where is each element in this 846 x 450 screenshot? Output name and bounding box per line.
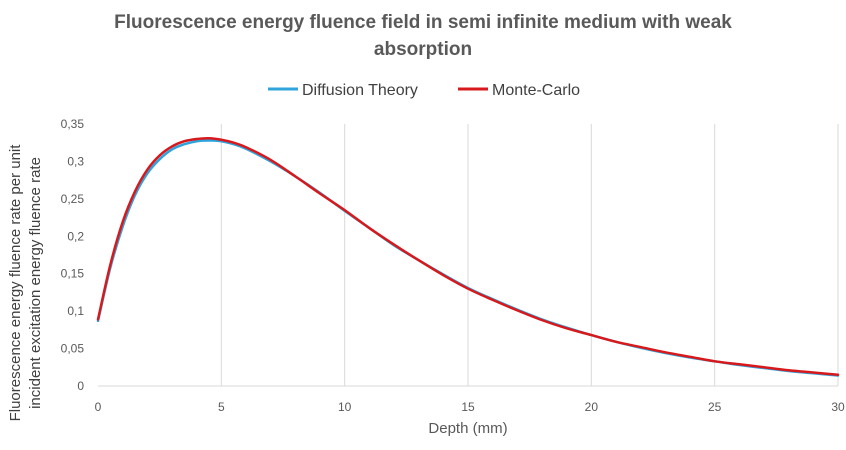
x-tick-label: 0: [95, 400, 102, 414]
chart-title-line-1: Fluorescence energy fluence field in sem…: [114, 12, 732, 33]
y-tick-label: 0,35: [61, 117, 85, 131]
y-tick-label: 0: [77, 379, 84, 393]
y-tick-label: 0,1: [67, 304, 84, 318]
series-line-monte-carlo: [96, 136, 840, 377]
y-tick-labels: 0 0,05 0,1 0,15 0,2 0,25 0,3 0,35: [61, 117, 85, 393]
y-axis-title-line-1: Fluorescence energy fluence rate per uni…: [7, 144, 24, 422]
y-tick-label: 0,05: [61, 342, 85, 356]
y-axis-title-line-2: incident excitation energy fluence rate: [27, 157, 44, 409]
x-tick-label: 20: [585, 400, 599, 414]
legend-label-monte-carlo: Monte-Carlo: [492, 82, 580, 99]
y-tick-label: 0,15: [61, 267, 85, 281]
x-tick-label: 15: [461, 400, 475, 414]
y-tick-label: 0,2: [67, 229, 84, 243]
gridlines: [220, 124, 839, 386]
y-tick-label: 0,25: [61, 192, 85, 206]
legend: Diffusion Theory Monte-Carlo: [268, 82, 580, 99]
y-tick-label: 0,3: [67, 154, 84, 168]
series-lines: [96, 136, 840, 377]
x-tick-labels: 0 5 10 15 20 25 30: [95, 400, 845, 414]
legend-label-diffusion-theory: Diffusion Theory: [302, 82, 418, 99]
x-tick-label: 10: [338, 400, 352, 414]
x-tick-label: 30: [831, 400, 845, 414]
x-tick-label: 25: [708, 400, 722, 414]
chart-title-line-2: absorption: [374, 39, 472, 60]
x-axis-title: Depth (mm): [428, 420, 507, 437]
x-tick-label: 5: [218, 400, 225, 414]
